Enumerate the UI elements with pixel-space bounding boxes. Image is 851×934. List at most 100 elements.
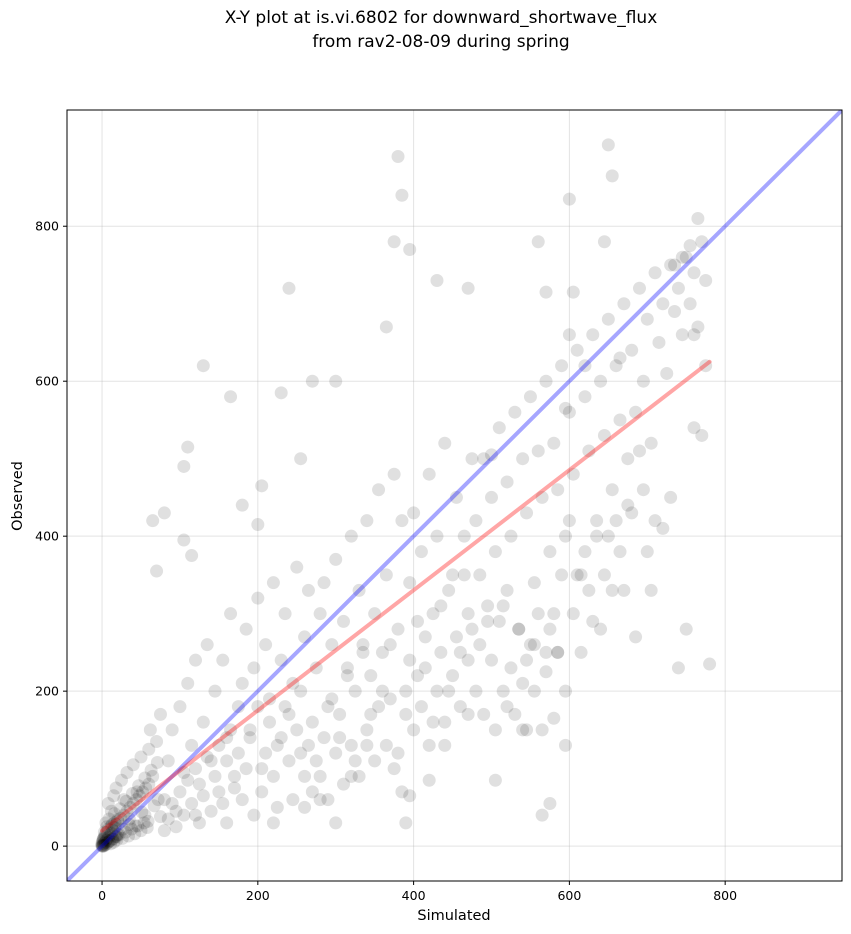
scatter-point (120, 766, 134, 780)
scatter-point (340, 669, 354, 683)
scatter-point (96, 839, 110, 853)
scatter-point (192, 816, 206, 830)
scatter-point (660, 366, 674, 380)
scatter-point (426, 715, 440, 729)
scatter-point (516, 452, 530, 466)
scatter-point (101, 836, 115, 850)
scatter-point (282, 754, 296, 768)
scatter-point (96, 838, 110, 852)
scatter-point (699, 359, 713, 373)
scatter-point (551, 645, 565, 659)
scatter-point (597, 235, 611, 249)
scatter-point (313, 793, 327, 807)
scatter-point (290, 560, 304, 574)
scatter-point (329, 816, 343, 830)
scatter-point (481, 599, 495, 613)
scatter-point (97, 832, 111, 846)
scatter-point (699, 273, 713, 287)
scatter-point (231, 746, 245, 760)
scatter-point (523, 638, 537, 652)
scatter-point (110, 833, 124, 847)
scatter-point (301, 583, 315, 597)
scatter-point (691, 211, 705, 225)
scatter-point (407, 723, 421, 737)
scatter-point (687, 328, 701, 342)
scatter-point (122, 817, 136, 831)
scatter-point (438, 738, 452, 752)
scatter-point (101, 831, 115, 845)
scatter-point (274, 386, 288, 400)
scatter-point (200, 750, 214, 764)
scatter-point (255, 479, 269, 493)
scatter-point (270, 738, 284, 752)
scatter-point (325, 638, 339, 652)
scatter-point (430, 529, 444, 543)
scatter-point (368, 754, 382, 768)
scatter-point (224, 390, 238, 404)
scatter-point (457, 568, 471, 582)
scatter-point (165, 797, 179, 811)
scatter-point (438, 436, 452, 450)
scatter-point (461, 607, 475, 621)
scatter-point (111, 814, 125, 828)
scatter-point (391, 149, 405, 163)
data-points (95, 138, 717, 853)
scatter-point (181, 440, 195, 454)
scatter-point (185, 797, 199, 811)
scatter-point (117, 808, 131, 822)
scatter-point (150, 735, 164, 749)
scatter-point (594, 622, 608, 636)
scatter-point (247, 661, 261, 675)
scatter-point (644, 583, 658, 597)
scatter-point (138, 771, 152, 785)
scatter-point (101, 822, 115, 836)
one-to-one-line (67, 110, 842, 881)
scatter-point (157, 824, 171, 838)
y-tick-label: 600 (35, 374, 59, 389)
scatter-point (110, 830, 124, 844)
scatter-point (609, 359, 623, 373)
scatter-point (426, 607, 440, 621)
scatter-point (399, 707, 413, 721)
scatter-point (395, 514, 409, 528)
scatter-point (527, 684, 541, 698)
scatter-point (422, 738, 436, 752)
scatter-point (142, 742, 156, 756)
scatter-point (640, 545, 654, 559)
scatter-point (104, 804, 118, 818)
scatter-point (691, 320, 705, 334)
scatter-point (379, 320, 393, 334)
scatter-point (177, 808, 191, 822)
scatter-point (539, 285, 553, 299)
scatter-point (129, 793, 143, 807)
scatter-point (586, 328, 600, 342)
scatter-point (364, 669, 378, 683)
scatter-point (196, 715, 210, 729)
scatter-point (122, 829, 136, 843)
scatter-point (105, 817, 119, 831)
scatter-point (613, 413, 627, 427)
scatter-point (488, 723, 502, 737)
scatter-point (551, 645, 565, 659)
scatter-point (562, 192, 576, 206)
scatter-point (629, 405, 643, 419)
scatter-point (135, 805, 149, 819)
scatter-point (286, 793, 300, 807)
chart-title: X-Y plot at is.vi.6802 for downward_shor… (224, 8, 658, 52)
scatter-point (531, 235, 545, 249)
scatter-point (547, 436, 561, 450)
scatter-point (446, 669, 460, 683)
scatter-point (601, 529, 615, 543)
scatter-point (239, 622, 253, 636)
scatter-point (177, 766, 191, 780)
scatter-point (656, 297, 670, 311)
scatter-point (126, 797, 140, 811)
scatter-point (337, 614, 351, 628)
scatter-point (566, 607, 580, 621)
scatter-point (97, 831, 111, 845)
scatter-point (679, 250, 693, 264)
scatter-point (636, 483, 650, 497)
scatter-point (508, 405, 522, 419)
scatter-point (418, 630, 432, 644)
